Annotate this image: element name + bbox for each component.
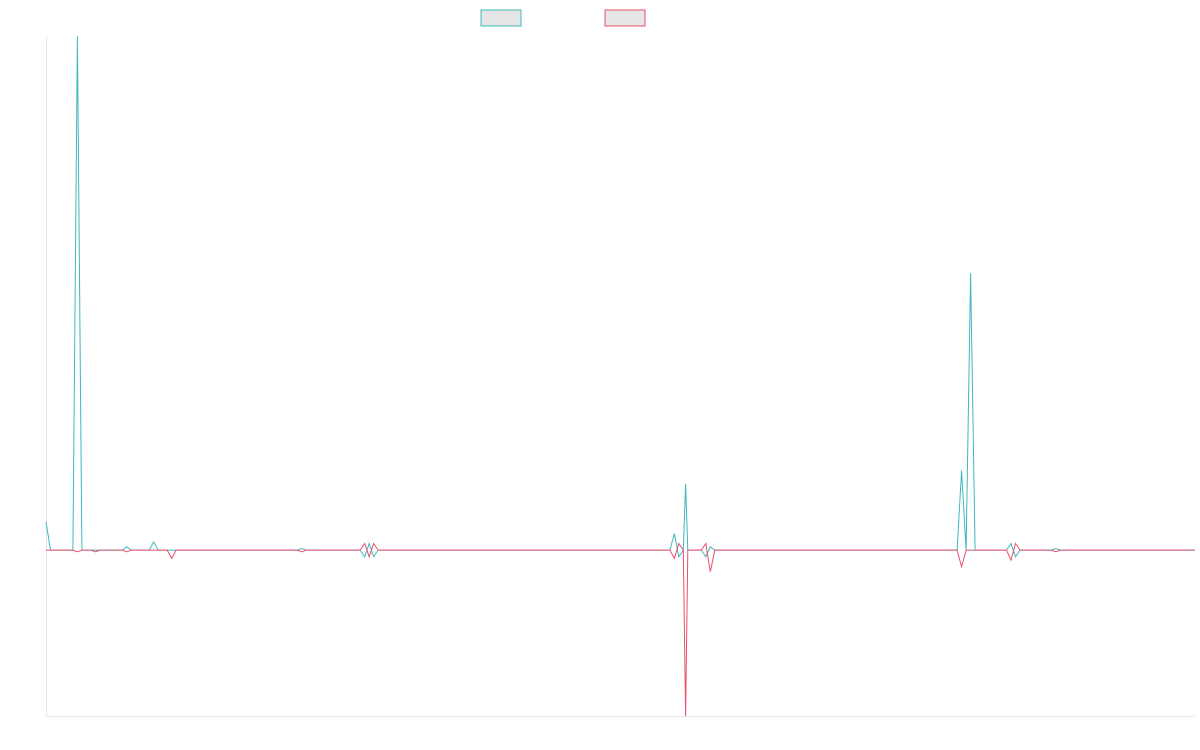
legend-swatch-series-1[interactable] xyxy=(480,9,522,27)
legend-swatch-series-2[interactable] xyxy=(604,9,646,27)
legend xyxy=(480,9,646,27)
series-line-1[interactable] xyxy=(45,35,1195,559)
series-group xyxy=(45,35,1195,717)
series-line-2[interactable] xyxy=(46,542,1195,717)
